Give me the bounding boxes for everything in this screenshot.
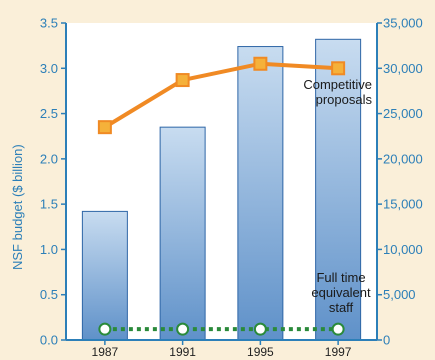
- y-tick-label-left: 0.5: [40, 287, 58, 302]
- proposals-marker-1991: [175, 73, 190, 88]
- y-tick-label-right: 30,000: [383, 61, 423, 76]
- proposals-line: [103, 61, 339, 129]
- y-tick-label-left: 1.5: [40, 197, 58, 212]
- staff-label: Full time equivalent staff: [311, 270, 371, 315]
- proposals-label: Competitive proposals: [303, 77, 372, 107]
- bars-group: [81, 38, 362, 341]
- y-tick-label-left: 0.0: [40, 333, 58, 348]
- x-tick-label: 1995: [247, 345, 274, 359]
- y-tick-label-right: 5,000: [383, 287, 416, 302]
- y-tick-label-right: 35,000: [383, 16, 423, 31]
- staff-marker-1991: [176, 322, 190, 336]
- label-line: Competitive: [303, 77, 372, 92]
- staff-marker-1995: [253, 322, 267, 336]
- y-axis-label: NSF budget ($ billion): [10, 144, 25, 270]
- x-tick-label: 1997: [325, 345, 352, 359]
- y-tick-label-right: 20,000: [383, 151, 423, 166]
- x-tick-label: 1991: [169, 345, 196, 359]
- label-line: Full time: [316, 270, 365, 285]
- y-tick-label-right: 0: [383, 333, 390, 348]
- y-tick-label-right: 10,000: [383, 242, 423, 257]
- proposals-marker-1995: [253, 56, 268, 71]
- y-tick-label-right: 25,000: [383, 106, 423, 121]
- y-tick-label-left: 3.5: [40, 16, 58, 31]
- bar-1991: [159, 126, 206, 341]
- y-tick-label-left: 1.0: [40, 242, 58, 257]
- label-line: equivalent: [311, 285, 371, 300]
- lines-group: [97, 56, 346, 336]
- y-tick-label-left: 3.0: [40, 61, 58, 76]
- bar-1987: [81, 210, 128, 341]
- proposals-marker-1987: [97, 120, 112, 135]
- axes-group: 0.0 0.5 1.0 1.5 2.0 2.5 3.0 3.5 0 5,000 10,000 15,0…: [40, 16, 423, 360]
- staff-marker-1987: [98, 322, 112, 336]
- label-line: staff: [329, 300, 354, 315]
- bar-1995: [237, 46, 284, 341]
- proposals-marker-1997: [331, 61, 346, 76]
- staff-marker-1997: [331, 322, 345, 336]
- y-tick-label-left: 2.5: [40, 106, 58, 121]
- y-tick-label-left: 2.0: [40, 151, 58, 166]
- label-line: proposals: [316, 92, 373, 107]
- x-tick-label: 1987: [92, 345, 119, 359]
- y-tick-label-right: 15,000: [383, 197, 423, 212]
